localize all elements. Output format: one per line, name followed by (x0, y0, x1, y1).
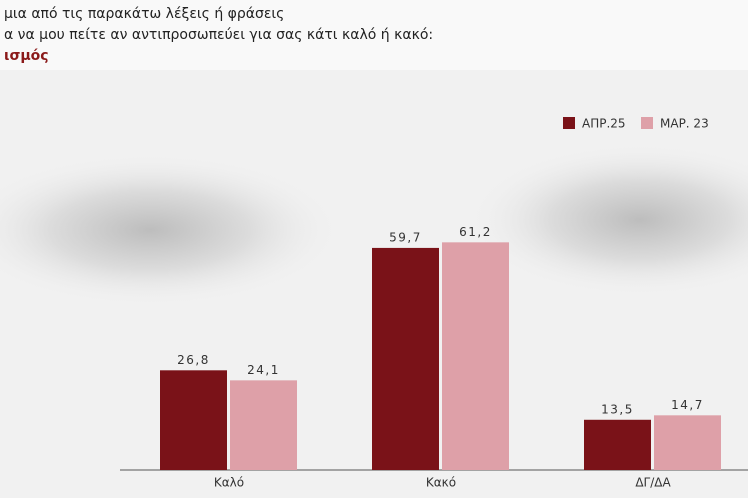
value-label: 26,8 (177, 353, 210, 367)
bar (372, 247, 439, 470)
bar (160, 370, 227, 470)
title-line: μια από τις παρακάτω λέξεις ή φράσεις (4, 6, 284, 22)
background-image (0, 150, 350, 310)
title-line: ισμός (4, 48, 49, 64)
x-tick-label: Καλό (214, 476, 244, 490)
value-label: 14,7 (671, 398, 704, 412)
x-tick-label: ΔΓ/ΔΑ (635, 476, 671, 490)
x-tick-label: Κακό (426, 476, 456, 490)
bar (584, 419, 651, 470)
bar (654, 415, 721, 470)
legend-label: ΑΠΡ.25 (582, 117, 626, 131)
bar (442, 242, 509, 470)
bar (230, 380, 297, 470)
value-label: 24,1 (247, 363, 280, 377)
value-label: 59,7 (389, 230, 422, 244)
title-line: α να μου πείτε αν αντιπροσωπεύει για σας… (4, 27, 433, 43)
legend-swatch (563, 117, 575, 129)
value-label: 61,2 (459, 225, 492, 239)
legend-swatch (641, 117, 653, 129)
header-band (0, 0, 748, 70)
legend-label: ΜΑΡ. 23 (660, 117, 709, 131)
value-label: 13,5 (601, 402, 634, 416)
background-image (460, 140, 748, 300)
